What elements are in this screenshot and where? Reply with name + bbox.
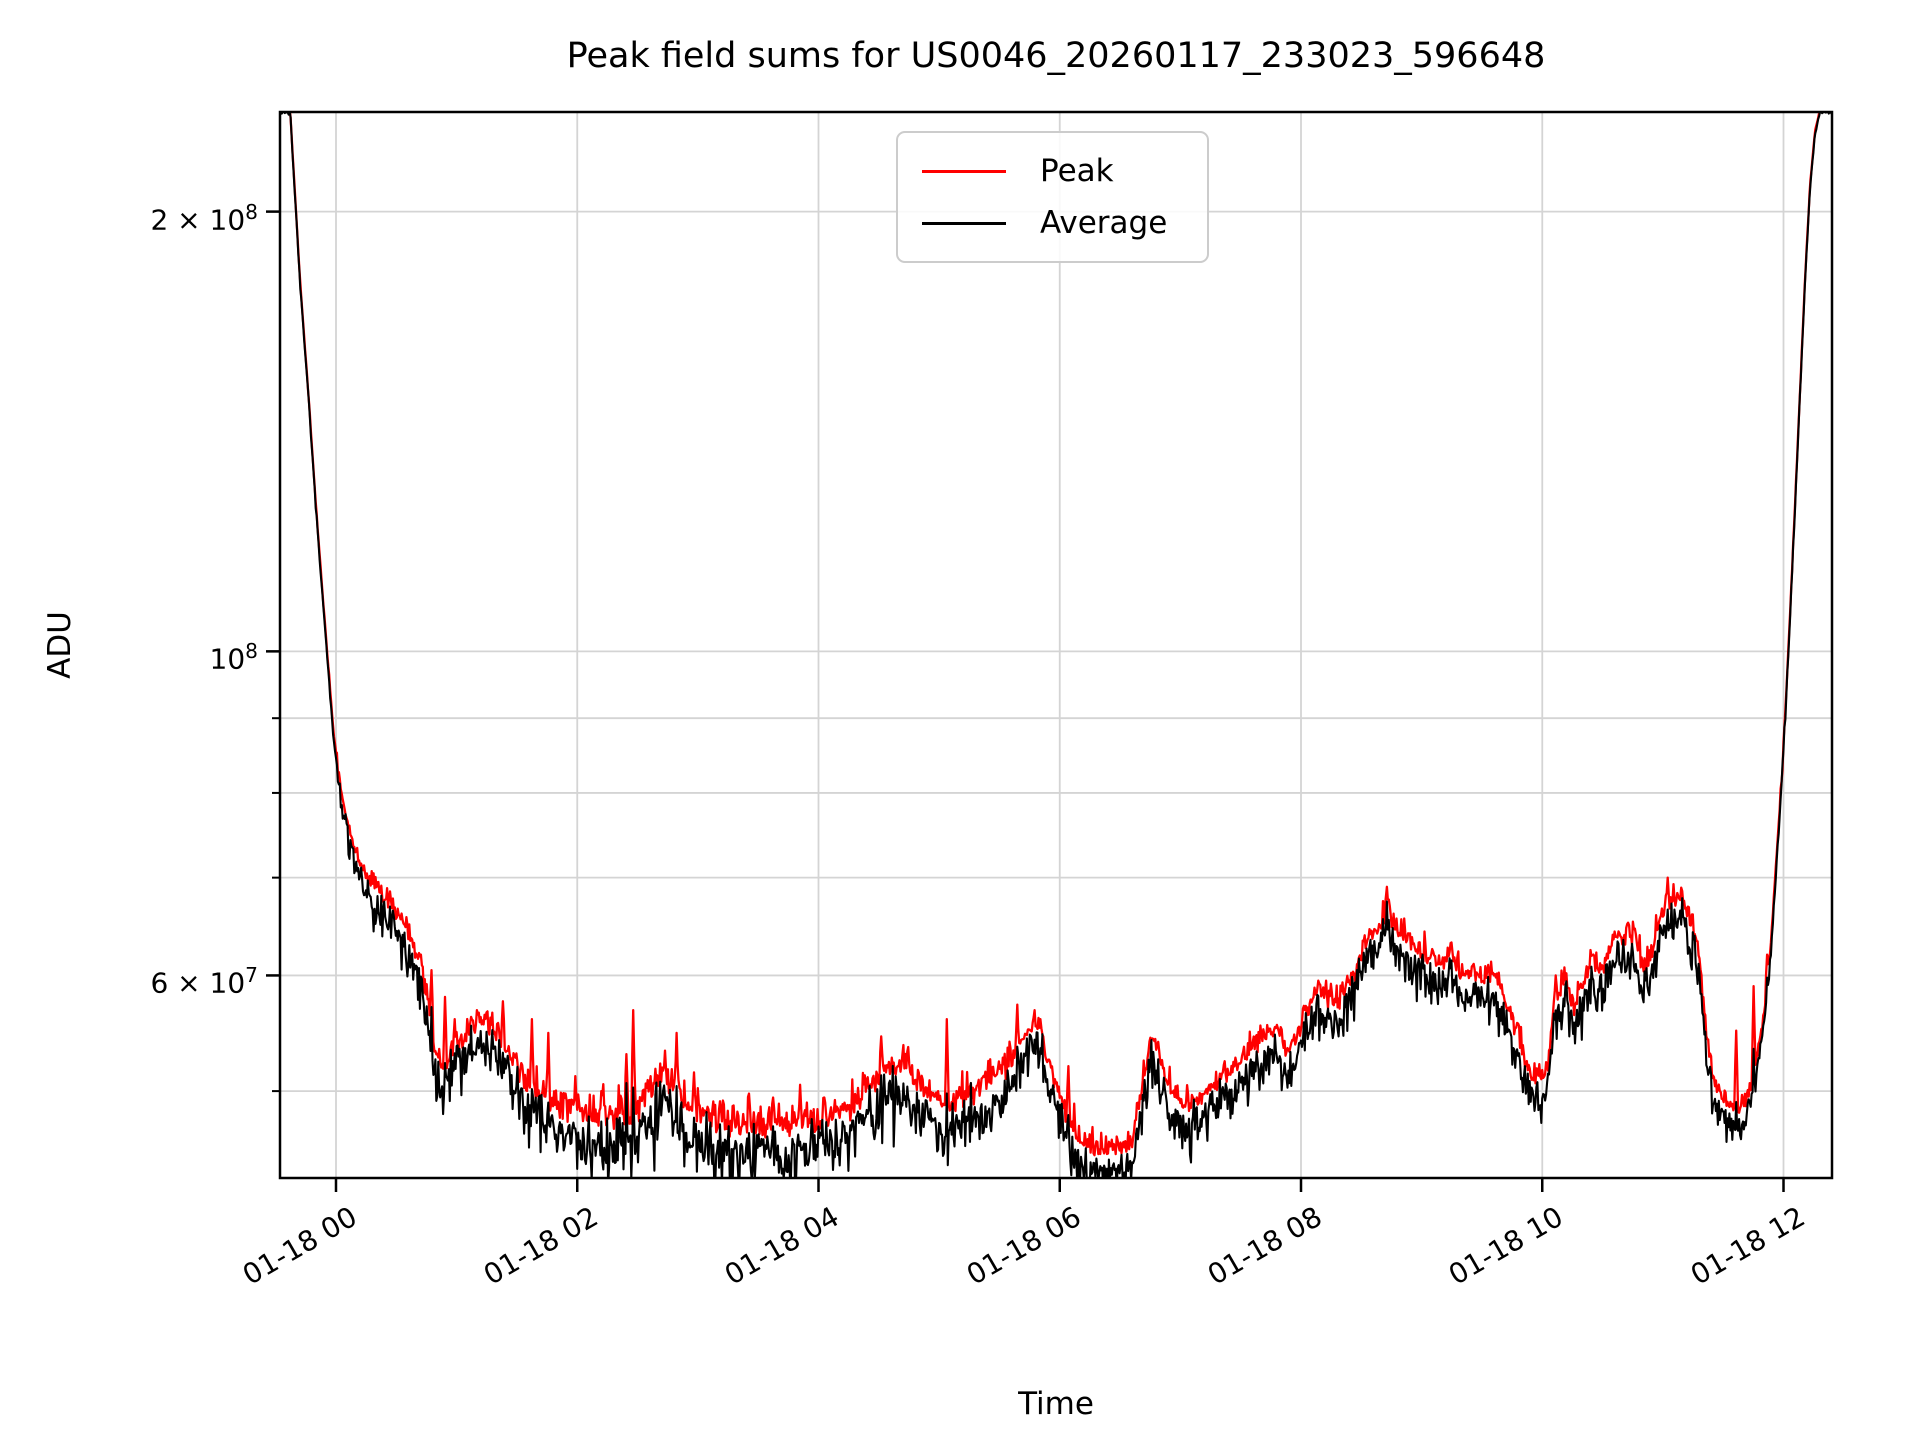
legend-entry: Average: [922, 197, 1167, 249]
chart-title: Peak field sums for US0046_20260117_2330…: [566, 36, 1546, 76]
y-tick-label: 108: [209, 639, 258, 676]
legend-line-sample: [922, 169, 1006, 173]
legend-line-sample: [922, 221, 1006, 225]
x-axis-label: Time: [1018, 1386, 1094, 1422]
plot-spines: [278, 110, 1834, 1180]
y-tick-label: 6 × 107: [150, 963, 258, 1000]
gridlines: [280, 112, 1832, 1178]
average-line: [280, 112, 1832, 1178]
series-group: [280, 112, 1832, 1178]
legend-entry: Peak: [922, 145, 1167, 197]
peak-line: [280, 112, 1832, 1157]
y-tick-label: 2 × 108: [150, 199, 258, 236]
tick-marks: [266, 210, 1785, 1192]
legend-label: Average: [1040, 205, 1168, 241]
legend-label: Peak: [1040, 153, 1114, 189]
legend: Peak Average: [896, 131, 1210, 263]
